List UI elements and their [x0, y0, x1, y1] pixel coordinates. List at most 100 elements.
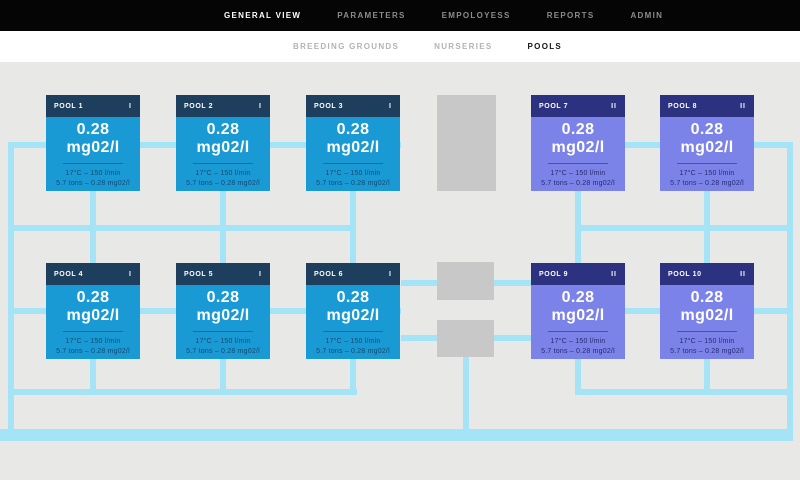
water-pipe: [8, 389, 357, 395]
pool-name: POOL 4: [54, 270, 84, 278]
nav-item-parameters[interactable]: PARAMETERS: [337, 11, 406, 20]
water-pipe: [90, 358, 96, 395]
building-block-1: [437, 95, 496, 191]
building-block-3: [437, 320, 494, 357]
pool-card-header: POOL 7 II: [531, 95, 625, 117]
pool-card-header: POOL 1 I: [46, 95, 140, 117]
pool-card-pool-4[interactable]: POOL 4 I 0.28 mg02/l 17°C – 150 l/min 5.…: [46, 263, 140, 359]
pool-stage-badge: I: [129, 270, 132, 278]
pool-card-header: POOL 2 I: [176, 95, 270, 117]
pool-oxygen-value: 0.28 mg02/l: [196, 289, 250, 324]
pool-stage-badge: I: [389, 102, 392, 110]
pool-stage-badge: II: [611, 270, 617, 278]
pool-name: POOL 6: [314, 270, 344, 278]
pool-card-body: 0.28 mg02/l 17°C – 150 l/min 5.7 tons – …: [46, 117, 140, 191]
sub-nav: BREEDING GROUNDS NURSERIES POOLS: [0, 42, 562, 51]
pool-oxygen-value: 0.28 mg02/l: [680, 289, 734, 324]
pool-card-header: POOL 10 II: [660, 263, 754, 285]
water-pipe: [575, 191, 581, 263]
nav-item-admin[interactable]: ADMIN: [630, 11, 664, 20]
pool-stats: 17°C – 150 l/min 5.7 tons – 0.28 mg02/l: [541, 170, 615, 187]
pool-card-body: 0.28 mg02/l 17°C – 150 l/min 5.7 tons – …: [176, 117, 270, 191]
pool-name: POOL 1: [54, 102, 84, 110]
pool-stats: 17°C – 150 l/min 5.7 tons – 0.28 mg02/l: [541, 338, 615, 355]
pool-stats: 17°C – 150 l/min 5.7 tons – 0.28 mg02/l: [316, 170, 390, 187]
facility-map: POOL 1 I 0.28 mg02/l 17°C – 150 l/min 5.…: [0, 62, 800, 480]
pool-card-pool-5[interactable]: POOL 5 I 0.28 mg02/l 17°C – 150 l/min 5.…: [176, 263, 270, 359]
pool-oxygen-value: 0.28 mg02/l: [326, 121, 380, 156]
pool-card-body: 0.28 mg02/l 17°C – 150 l/min 5.7 tons – …: [531, 285, 625, 359]
pool-stage-badge: I: [389, 270, 392, 278]
pool-card-body: 0.28 mg02/l 17°C – 150 l/min 5.7 tons – …: [306, 285, 400, 359]
divider: [63, 331, 123, 332]
water-pipe: [8, 142, 14, 435]
pool-card-body: 0.28 mg02/l 17°C – 150 l/min 5.7 tons – …: [306, 117, 400, 191]
pool-card-header: POOL 8 II: [660, 95, 754, 117]
subnav-item-breeding-grounds[interactable]: BREEDING GROUNDS: [293, 42, 400, 51]
pool-oxygen-value: 0.28 mg02/l: [66, 289, 120, 324]
pool-card-body: 0.28 mg02/l 17°C – 150 l/min 5.7 tons – …: [531, 117, 625, 191]
water-pipe: [0, 429, 793, 441]
divider: [548, 163, 608, 164]
pool-oxygen-value: 0.28 mg02/l: [551, 289, 605, 324]
pool-card-pool-8[interactable]: POOL 8 II 0.28 mg02/l 17°C – 150 l/min 5…: [660, 95, 754, 191]
pool-stage-badge: I: [129, 102, 132, 110]
pool-card-pool-1[interactable]: POOL 1 I 0.28 mg02/l 17°C – 150 l/min 5.…: [46, 95, 140, 191]
pool-stage-badge: I: [259, 102, 262, 110]
water-pipe: [704, 358, 710, 394]
nav-item-general-view[interactable]: GENERAL VIEW: [224, 11, 302, 20]
water-pipe: [575, 225, 793, 231]
pool-card-body: 0.28 mg02/l 17°C – 150 l/min 5.7 tons – …: [660, 117, 754, 191]
divider: [548, 331, 608, 332]
pool-card-header: POOL 3 I: [306, 95, 400, 117]
pool-card-body: 0.28 mg02/l 17°C – 150 l/min 5.7 tons – …: [46, 285, 140, 359]
pool-stats: 17°C – 150 l/min 5.7 tons – 0.28 mg02/l: [186, 170, 260, 187]
pool-card-body: 0.28 mg02/l 17°C – 150 l/min 5.7 tons – …: [176, 285, 270, 359]
divider: [323, 331, 383, 332]
nav-item-reports[interactable]: REPORTS: [546, 11, 595, 20]
pool-card-header: POOL 4 I: [46, 263, 140, 285]
pool-stats: 17°C – 150 l/min 5.7 tons – 0.28 mg02/l: [670, 170, 744, 187]
pool-stats: 17°C – 150 l/min 5.7 tons – 0.28 mg02/l: [316, 338, 390, 355]
nav-item-empoloyess[interactable]: EMPOLOYESS: [441, 11, 511, 20]
water-pipe: [220, 358, 226, 395]
water-pipe: [575, 389, 793, 395]
pool-stage-badge: II: [740, 102, 746, 110]
water-pipe: [575, 358, 581, 394]
water-pipe: [8, 225, 356, 231]
pool-card-pool-7[interactable]: POOL 7 II 0.28 mg02/l 17°C – 150 l/min 5…: [531, 95, 625, 191]
pool-name: POOL 7: [539, 102, 569, 110]
water-pipe: [220, 191, 226, 263]
water-pipe: [90, 191, 96, 263]
pool-card-body: 0.28 mg02/l 17°C – 150 l/min 5.7 tons – …: [660, 285, 754, 359]
pool-card-pool-9[interactable]: POOL 9 II 0.28 mg02/l 17°C – 150 l/min 5…: [531, 263, 625, 359]
water-pipe: [350, 191, 356, 263]
pool-stage-badge: II: [611, 102, 617, 110]
water-pipe: [787, 142, 793, 441]
pool-name: POOL 8: [668, 102, 698, 110]
pool-oxygen-value: 0.28 mg02/l: [326, 289, 380, 324]
building-block-2: [437, 262, 494, 300]
pool-card-pool-10[interactable]: POOL 10 II 0.28 mg02/l 17°C – 150 l/min …: [660, 263, 754, 359]
main-nav: GENERAL VIEW PARAMETERS EMPOLOYESS REPORTS A…: [0, 11, 663, 20]
subnav-item-pools[interactable]: POOLS: [527, 42, 563, 51]
sub-nav-bar: BREEDING GROUNDS NURSERIES POOLS: [0, 31, 800, 62]
pool-stats: 17°C – 150 l/min 5.7 tons – 0.28 mg02/l: [670, 338, 744, 355]
pool-card-pool-6[interactable]: POOL 6 I 0.28 mg02/l 17°C – 150 l/min 5.…: [306, 263, 400, 359]
pool-name: POOL 10: [668, 270, 702, 278]
divider: [323, 163, 383, 164]
divider: [193, 331, 253, 332]
divider: [677, 331, 737, 332]
pool-card-pool-2[interactable]: POOL 2 I 0.28 mg02/l 17°C – 150 l/min 5.…: [176, 95, 270, 191]
subnav-item-nurseries[interactable]: NURSERIES: [434, 42, 493, 51]
pool-name: POOL 9: [539, 270, 569, 278]
pool-stage-badge: I: [259, 270, 262, 278]
pool-stats: 17°C – 150 l/min 5.7 tons – 0.28 mg02/l: [56, 170, 130, 187]
pool-name: POOL 3: [314, 102, 344, 110]
pool-oxygen-value: 0.28 mg02/l: [196, 121, 250, 156]
pool-name: POOL 2: [184, 102, 214, 110]
pool-card-header: POOL 6 I: [306, 263, 400, 285]
pool-stage-badge: II: [740, 270, 746, 278]
pool-stats: 17°C – 150 l/min 5.7 tons – 0.28 mg02/l: [186, 338, 260, 355]
pool-card-pool-3[interactable]: POOL 3 I 0.28 mg02/l 17°C – 150 l/min 5.…: [306, 95, 400, 191]
